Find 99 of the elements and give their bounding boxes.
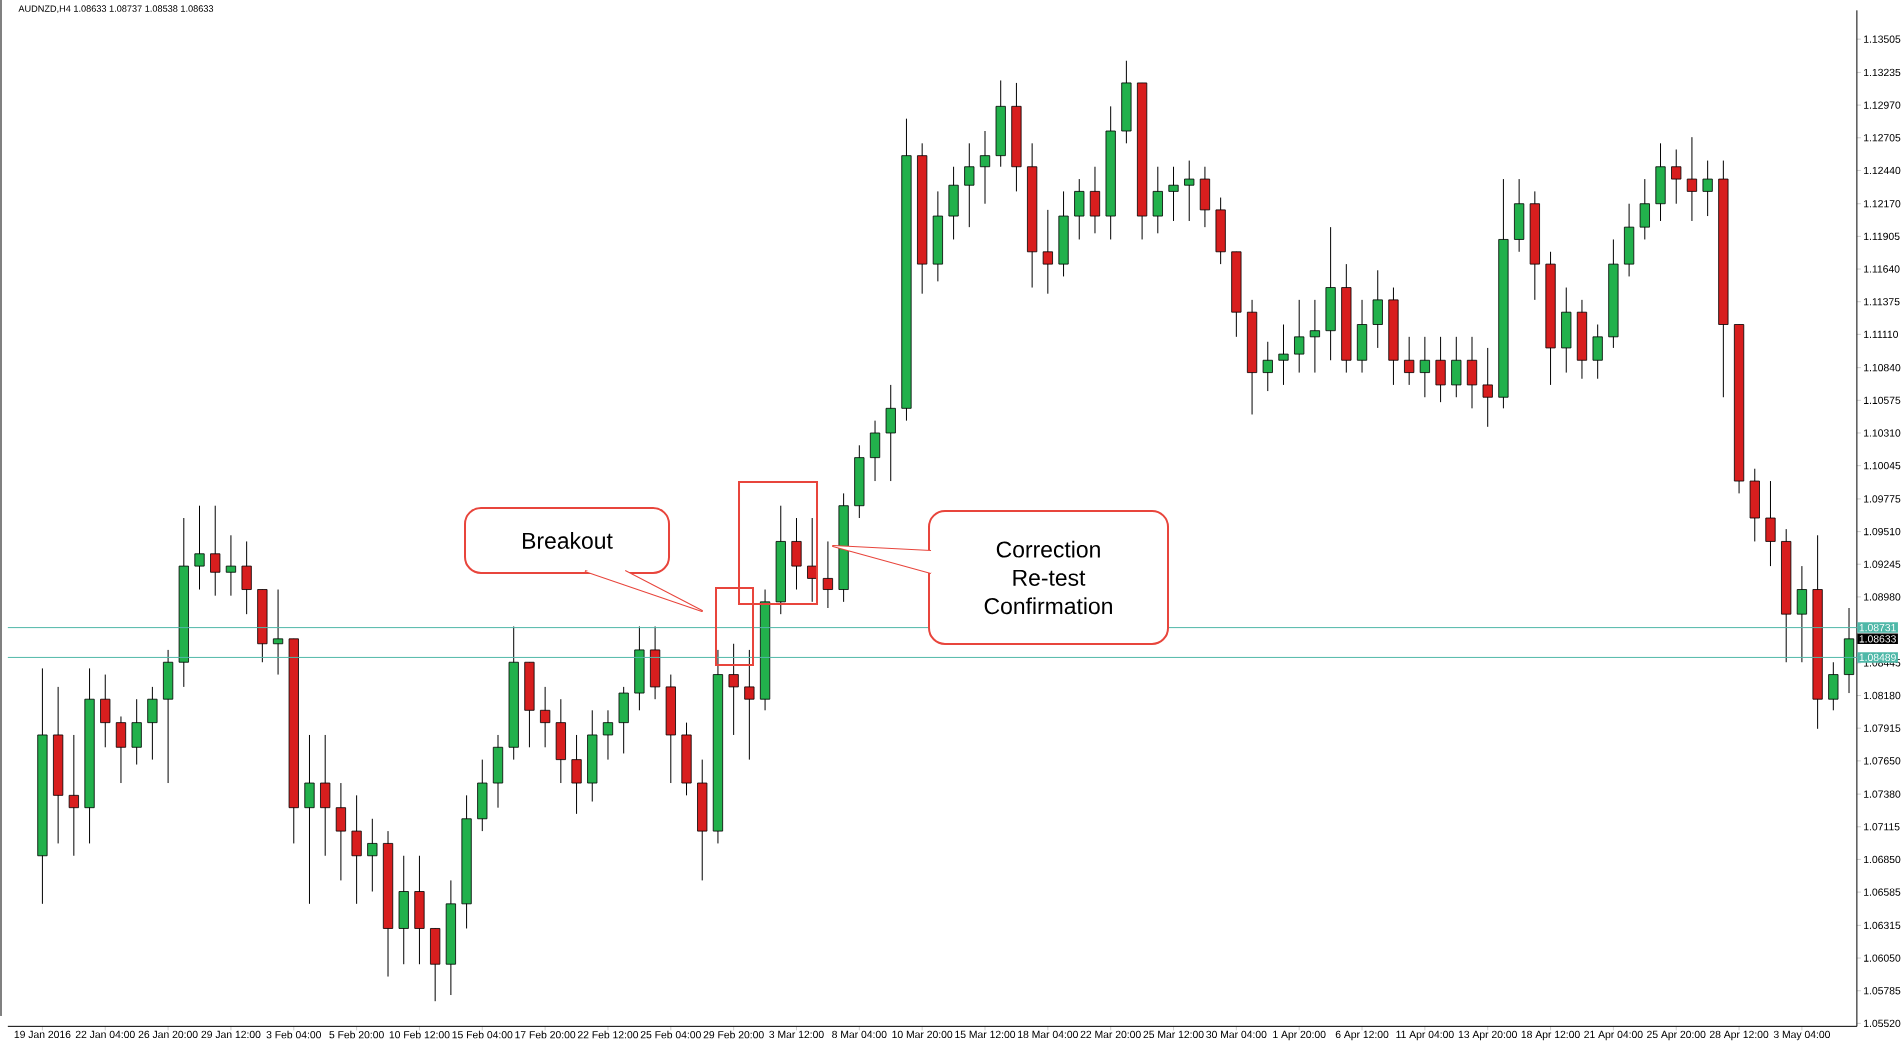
y-tick-label: 1.09510 xyxy=(1864,527,1901,536)
x-tick-label: 26 Jan 20:00 xyxy=(138,1030,198,1039)
y-tick-label: 1.10840 xyxy=(1864,363,1901,372)
candlestick xyxy=(1686,136,1698,222)
y-tick-label: 1.13505 xyxy=(1864,35,1901,43)
candlestick xyxy=(571,734,582,815)
candlestick xyxy=(602,709,614,761)
x-tick-label: 30 Mar 04:00 xyxy=(1206,1030,1267,1039)
candlestick xyxy=(822,540,834,609)
annotation: Correction Re-test Confirmation xyxy=(984,540,1112,615)
x-tick-label: 13 Apr 20:00 xyxy=(1458,1030,1517,1041)
candlestick xyxy=(1262,341,1273,392)
y-tick-label: 1.07380 xyxy=(1864,790,1901,798)
x-tick-label: 1 Apr 20:00 xyxy=(1273,1030,1326,1041)
y-tick-label: 1.08980 xyxy=(1864,593,1901,601)
x-tick-label: 29 Feb 20:00 xyxy=(703,1030,764,1039)
candlestick xyxy=(1639,178,1650,240)
x-tick-label: 25 Feb 04:00 xyxy=(640,1030,701,1039)
x-tick-label: 21 Apr 04:00 xyxy=(1584,1030,1643,1041)
y-tick-label: 1.12970 xyxy=(1864,101,1901,109)
x-tick-label: 8 Mar 04:00 xyxy=(832,1030,887,1039)
y-tick-label: 1.07650 xyxy=(1864,757,1901,765)
candlestick xyxy=(1184,160,1195,222)
x-tick-label: 18 Apr 12:00 xyxy=(1521,1030,1580,1041)
candlestick xyxy=(807,517,818,603)
y-tick-label: 1.09775 xyxy=(1864,495,1901,503)
candlestick xyxy=(1309,299,1321,374)
x-tick-label: 19 Jan 2016 xyxy=(14,1030,71,1039)
candlestick xyxy=(1294,299,1305,374)
y-tick-label: 1.11375 xyxy=(1864,298,1900,306)
candlestick xyxy=(272,589,284,676)
x-tick-label: 3 Mar 12:00 xyxy=(769,1030,824,1039)
y-tick-label: 1.10310 xyxy=(1864,429,1901,437)
ref-line-label: 1.08489 xyxy=(1859,653,1896,662)
chart-title: AUDNZD,H4 1.08633 1.08737 1.08538 1.08633 xyxy=(18,5,214,13)
candlestick xyxy=(728,643,739,736)
x-tick-label: 10 Feb 12:00 xyxy=(389,1030,450,1039)
x-tick-label: 25 Mar 12:00 xyxy=(1143,1030,1204,1039)
y-tick-label: 1.05520 xyxy=(1864,1019,1901,1028)
y-tick-label: 1.12440 xyxy=(1864,166,1901,175)
y-tick-label: 1.12705 xyxy=(1864,134,1901,142)
y-tick-label: 1.06585 xyxy=(1864,888,1901,896)
y-tick-label: 1.07915 xyxy=(1864,724,1901,732)
y-tick-label: 1.09245 xyxy=(1864,560,1901,568)
candlestick xyxy=(744,649,755,761)
candlestick xyxy=(1702,160,1713,217)
y-tick-label: 1.11110 xyxy=(1864,330,1899,339)
y-tick-label: 1.12170 xyxy=(1864,200,1901,208)
candlestick xyxy=(1278,324,1289,386)
x-tick-label: 25 Apr 20:00 xyxy=(1647,1030,1706,1041)
ref-line-label: 1.08731 xyxy=(1859,623,1896,632)
y-tick-label: 1.11905 xyxy=(1864,232,1900,241)
candlestick xyxy=(147,686,158,761)
y-tick-label: 1.08180 xyxy=(1864,691,1901,700)
candlestick xyxy=(1168,166,1179,222)
candlestick xyxy=(210,505,221,597)
annotation: Breakout xyxy=(523,532,613,549)
candlestick xyxy=(225,534,237,597)
candlestick xyxy=(335,782,347,881)
y-tick-label: 1.13235 xyxy=(1864,68,1901,77)
candlestick xyxy=(1671,148,1682,205)
x-tick-label: 6 Apr 12:00 xyxy=(1335,1030,1389,1041)
y-tick-label: 1.06315 xyxy=(1864,921,1901,930)
x-tick-label: 22 Mar 20:00 xyxy=(1080,1030,1141,1039)
candlestick xyxy=(1765,480,1776,567)
x-tick-label: 29 Jan 12:00 xyxy=(201,1030,261,1039)
x-tick-label: 22 Jan 04:00 xyxy=(75,1030,135,1039)
x-tick-label: 15 Feb 04:00 xyxy=(452,1030,513,1039)
x-tick-label: 3 May 04:00 xyxy=(1773,1030,1831,1041)
y-tick-label: 1.05785 xyxy=(1864,987,1901,995)
y-tick-label: 1.06850 xyxy=(1864,855,1901,864)
y-tick-label: 1.10575 xyxy=(1864,396,1901,404)
candlestick xyxy=(979,130,991,205)
y-tick-label: 1.07115 xyxy=(1864,823,1900,831)
x-tick-label: 15 Mar 12:00 xyxy=(955,1030,1016,1039)
x-tick-label: 5 Feb 20:00 xyxy=(329,1030,384,1039)
candlestick xyxy=(1482,347,1493,428)
candlestick xyxy=(100,674,111,748)
candlestick xyxy=(367,818,378,892)
candlestick xyxy=(194,505,205,591)
candlestick xyxy=(1042,209,1053,295)
candlestick xyxy=(540,686,551,748)
candlestick xyxy=(1592,324,1603,380)
x-tick-label: 18 Mar 04:00 xyxy=(1018,1030,1078,1039)
candlestick xyxy=(241,540,252,615)
candlestick xyxy=(1404,336,1415,386)
candlestick xyxy=(964,142,975,228)
x-tick-label: 28 Apr 12:00 xyxy=(1709,1030,1769,1041)
x-tick-label: 3 Feb 04:00 xyxy=(266,1030,322,1039)
candlestick xyxy=(68,734,79,857)
x-tick-label: 22 Feb 12:00 xyxy=(577,1030,639,1039)
y-tick-label: 1.10045 xyxy=(1864,461,1901,470)
text: 1.08633 xyxy=(1859,635,1896,643)
candlestick xyxy=(1419,336,1430,398)
y-tick-label: 1.11640 xyxy=(1864,265,1900,273)
y-tick-label: 1.06050 xyxy=(1864,954,1901,962)
x-tick-label: 10 Mar 20:00 xyxy=(892,1030,953,1039)
x-tick-label: 17 Feb 20:00 xyxy=(515,1030,576,1039)
x-tick-label: 11 Apr 04:00 xyxy=(1396,1030,1454,1041)
